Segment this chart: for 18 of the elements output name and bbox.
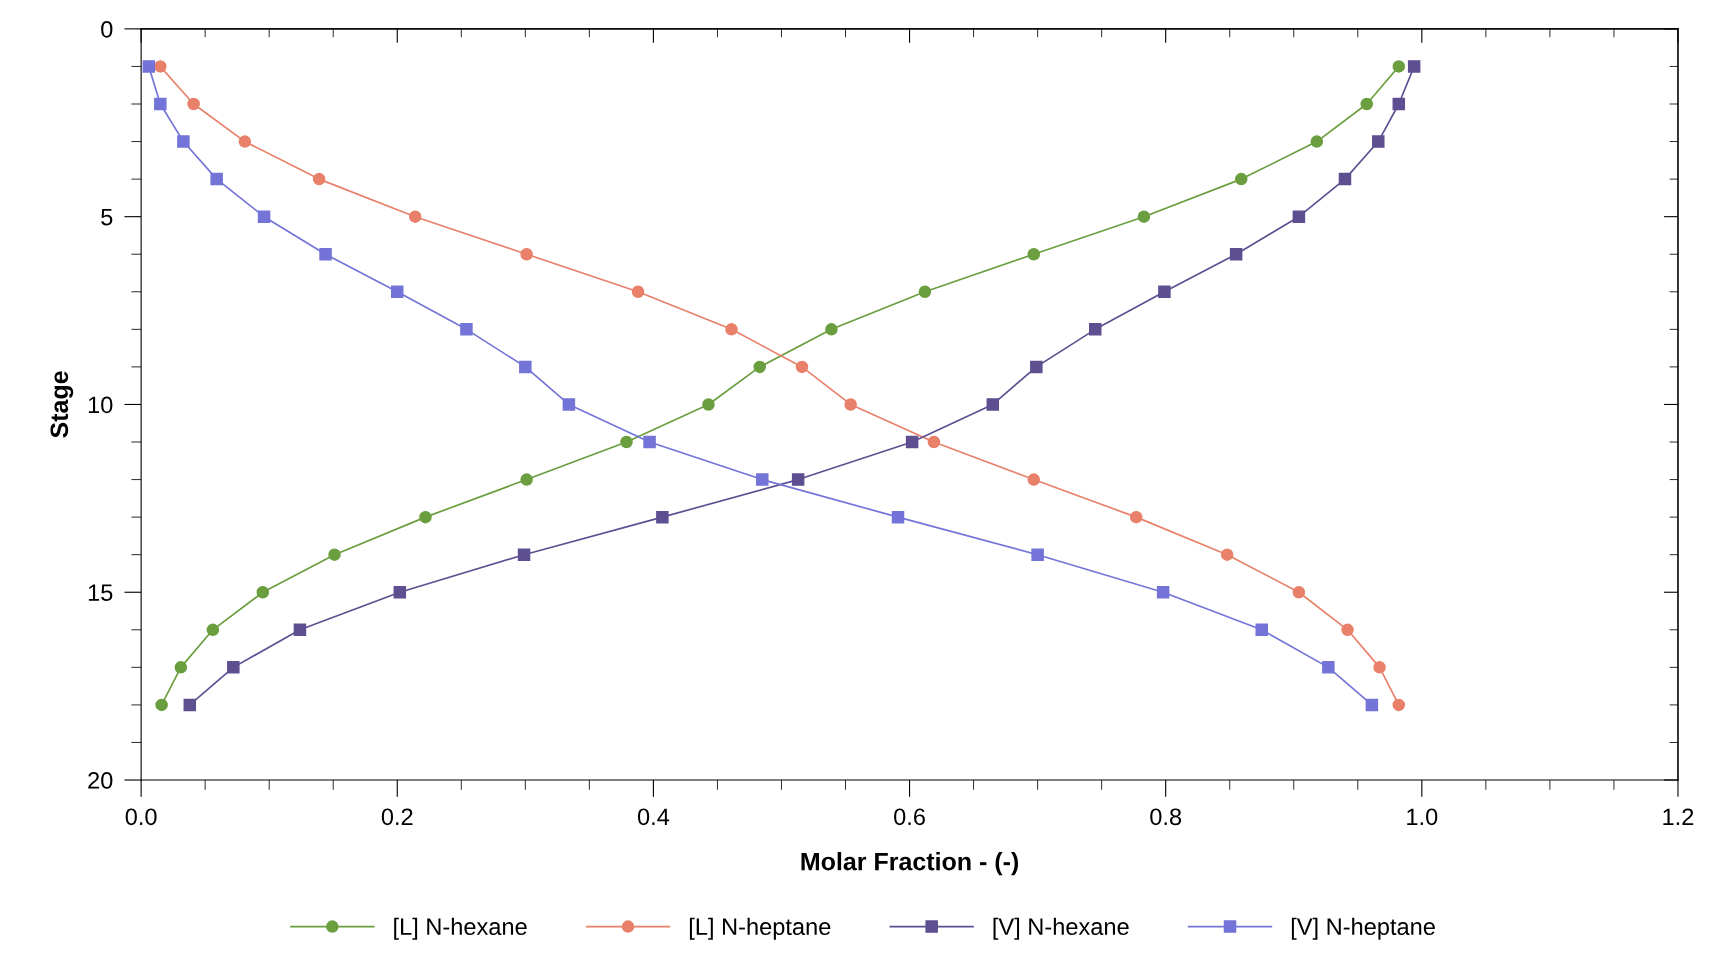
- x-tick-label: 0.6: [894, 808, 925, 826]
- y-tick-label: 0: [101, 20, 113, 38]
- y-tick-label: 10: [88, 396, 113, 414]
- x-tick-label: 0.0: [125, 808, 157, 826]
- y-tick-label: 5: [101, 208, 113, 226]
- legend-label: [V] N-heptane: [1291, 917, 1435, 940]
- x-tick-label: 1.0: [1407, 808, 1438, 826]
- x-tick-label: 0.4: [637, 808, 670, 826]
- legend-label: [L] N-hexane: [394, 917, 527, 940]
- x-tick-label: 1.2: [1663, 808, 1694, 825]
- legend-label: [V] N-hexane: [993, 917, 1129, 940]
- y-axis-title: Stage: [50, 371, 74, 438]
- y-tick-label: 20: [88, 772, 113, 789]
- x-axis-title: Molar Fraction - (-): [801, 852, 1019, 876]
- x-tick-label: 0.8: [1150, 808, 1182, 826]
- x-tick-label: 0.2: [381, 808, 413, 826]
- y-tick-label: 15: [88, 584, 113, 602]
- legend-label: [L] N-heptane: [689, 917, 831, 940]
